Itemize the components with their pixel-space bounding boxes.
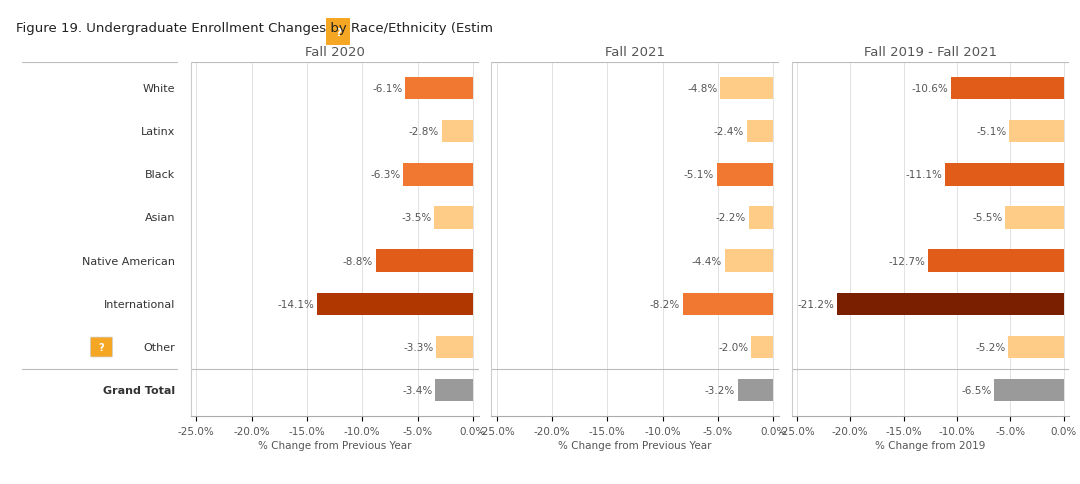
Bar bbox=[442, 121, 473, 143]
Bar bbox=[720, 77, 773, 100]
Text: -2.8%: -2.8% bbox=[409, 127, 440, 137]
Text: -3.4%: -3.4% bbox=[403, 385, 433, 395]
Text: -3.2%: -3.2% bbox=[705, 385, 735, 395]
Title: Fall 2021: Fall 2021 bbox=[605, 46, 665, 59]
X-axis label: % Change from 2019: % Change from 2019 bbox=[875, 440, 986, 450]
Bar bbox=[1005, 207, 1064, 229]
Bar bbox=[750, 207, 773, 229]
Bar bbox=[434, 207, 473, 229]
Bar bbox=[945, 164, 1064, 186]
Text: Other: Other bbox=[144, 342, 175, 352]
Text: -5.1%: -5.1% bbox=[684, 170, 714, 180]
Bar bbox=[436, 336, 473, 359]
Text: -6.1%: -6.1% bbox=[373, 84, 403, 94]
Text: -5.5%: -5.5% bbox=[972, 213, 1002, 223]
Text: ?: ? bbox=[98, 342, 105, 352]
Text: -21.2%: -21.2% bbox=[798, 299, 835, 309]
Text: Grand Total: Grand Total bbox=[103, 385, 175, 395]
Bar bbox=[725, 250, 773, 272]
Text: -3.3%: -3.3% bbox=[404, 342, 434, 352]
Bar bbox=[435, 379, 473, 402]
Text: -3.5%: -3.5% bbox=[401, 213, 432, 223]
Bar bbox=[837, 293, 1064, 316]
Text: -2.0%: -2.0% bbox=[718, 342, 748, 352]
Text: Latinx: Latinx bbox=[140, 127, 175, 137]
Text: -11.1%: -11.1% bbox=[906, 170, 943, 180]
Bar bbox=[405, 77, 473, 100]
Bar bbox=[995, 379, 1064, 402]
Text: -8.2%: -8.2% bbox=[649, 299, 679, 309]
Bar bbox=[1010, 121, 1064, 143]
FancyBboxPatch shape bbox=[91, 337, 112, 357]
Text: -4.4%: -4.4% bbox=[691, 256, 721, 266]
Text: -14.1%: -14.1% bbox=[278, 299, 314, 309]
X-axis label: % Change from Previous Year: % Change from Previous Year bbox=[258, 440, 411, 450]
Text: Black: Black bbox=[145, 170, 175, 180]
Text: -4.8%: -4.8% bbox=[687, 84, 717, 94]
Text: Asian: Asian bbox=[145, 213, 175, 223]
Bar bbox=[316, 293, 473, 316]
Bar bbox=[746, 121, 773, 143]
Bar bbox=[376, 250, 473, 272]
Text: -5.2%: -5.2% bbox=[975, 342, 1005, 352]
Title: Fall 2019 - Fall 2021: Fall 2019 - Fall 2021 bbox=[864, 46, 997, 59]
Text: International: International bbox=[104, 299, 175, 309]
Bar bbox=[928, 250, 1064, 272]
Text: -6.5%: -6.5% bbox=[961, 385, 991, 395]
Text: -2.4%: -2.4% bbox=[714, 127, 744, 137]
Bar bbox=[1009, 336, 1064, 359]
Text: -6.3%: -6.3% bbox=[370, 170, 401, 180]
Bar bbox=[717, 164, 773, 186]
Bar bbox=[403, 164, 473, 186]
Text: Native American: Native American bbox=[82, 256, 175, 266]
Text: -10.6%: -10.6% bbox=[912, 84, 948, 94]
Bar bbox=[950, 77, 1064, 100]
Bar bbox=[752, 336, 773, 359]
Text: White: White bbox=[143, 84, 175, 94]
Text: -2.2%: -2.2% bbox=[716, 213, 746, 223]
Text: Figure 19. Undergraduate Enrollment Changes by Race/Ethnicity (Estim: Figure 19. Undergraduate Enrollment Chan… bbox=[16, 22, 494, 35]
Bar bbox=[683, 293, 773, 316]
Bar bbox=[738, 379, 773, 402]
Text: -12.7%: -12.7% bbox=[889, 256, 926, 266]
X-axis label: % Change from Previous Year: % Change from Previous Year bbox=[558, 440, 712, 450]
Text: ?: ? bbox=[335, 28, 341, 38]
Text: -8.8%: -8.8% bbox=[342, 256, 373, 266]
Text: -5.1%: -5.1% bbox=[976, 127, 1007, 137]
Title: Fall 2020: Fall 2020 bbox=[305, 46, 365, 59]
